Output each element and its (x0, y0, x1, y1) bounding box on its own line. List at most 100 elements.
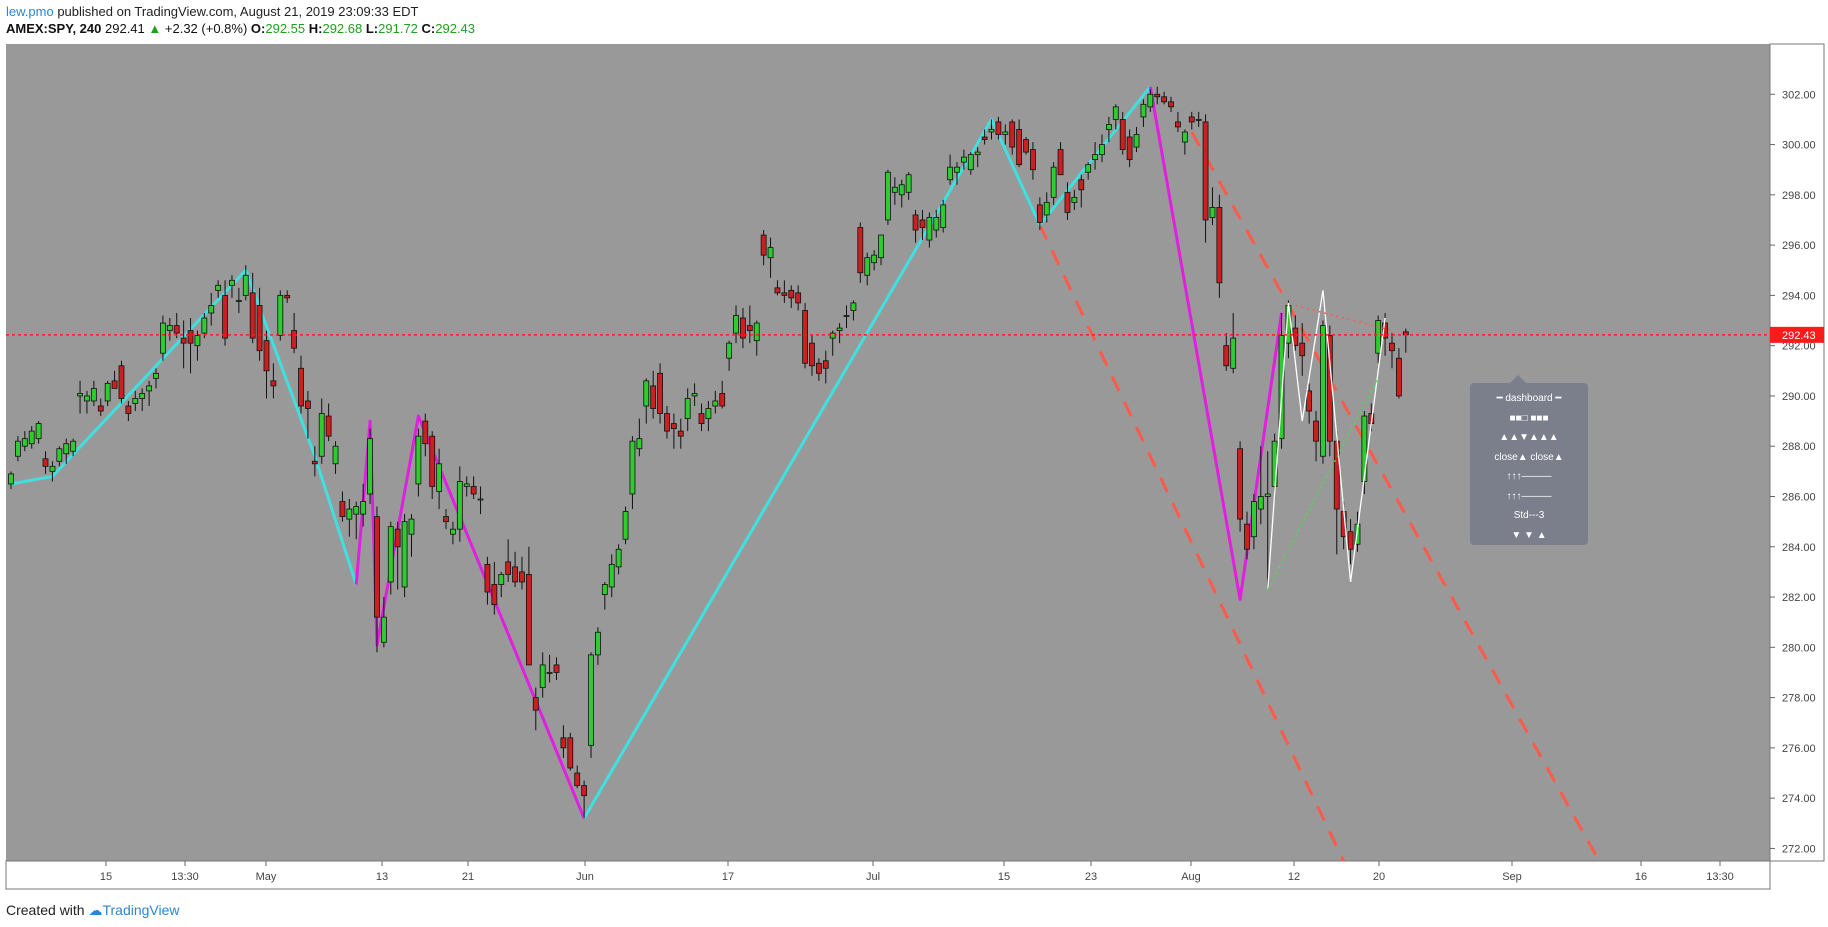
price-chart[interactable]: 302.00 300.00 298.00 296.00 294.00 292.00 290.… (0, 0, 1828, 900)
candle-down (981, 136, 988, 140)
time-tick-label: 15 (998, 871, 1010, 883)
candle-down (1382, 322, 1388, 339)
candle-up (885, 171, 891, 221)
dashboard-notch (1510, 375, 1526, 383)
time-tick-label: 13 (376, 871, 388, 883)
candle-up (360, 501, 367, 515)
candle-up (415, 435, 422, 485)
candle-down (1078, 179, 1085, 191)
candle-down (263, 340, 270, 372)
candle-up (608, 563, 615, 588)
candle-up (208, 305, 215, 314)
candle-up (215, 284, 222, 291)
candle-down (1036, 204, 1043, 223)
candle-up (1320, 325, 1326, 457)
dashboard-row: ↑↑↑——— (1506, 490, 1552, 502)
candle-up (629, 440, 636, 495)
candles-group (8, 86, 1409, 819)
published-text: published on TradingView.com, August 21,… (57, 4, 419, 19)
time-axis (5, 860, 1771, 890)
candle-down (1306, 390, 1313, 412)
candle-up (753, 322, 760, 342)
candle-up (436, 463, 443, 492)
candle-down (809, 342, 815, 367)
candle-down (173, 325, 180, 334)
candle-up (15, 440, 21, 457)
candle-up (1209, 206, 1216, 218)
candle-up (947, 166, 953, 181)
candle-down (470, 486, 477, 495)
tradingview-logo-icon[interactable]: ☁ (88, 902, 103, 918)
candle-up (277, 294, 284, 337)
time-tick-label: 17 (722, 871, 734, 883)
dashboard-row: ▲▲▼▲▲▲ (1499, 432, 1559, 443)
candle-down (284, 294, 291, 299)
candle-up (712, 400, 719, 407)
candle-down (484, 563, 491, 593)
price-tick-label: 272.00 (1782, 843, 1816, 855)
candle-up (926, 217, 933, 241)
candle-down (1175, 121, 1181, 128)
candle-up (332, 445, 339, 465)
candle-down (1396, 357, 1402, 397)
price-change: +2.32 (+0.8%) (164, 21, 248, 36)
candle-down (1168, 101, 1174, 108)
dashboard-row: ↑↑↑——— (1506, 471, 1552, 482)
close-label: C: (421, 21, 436, 36)
candle-down (857, 227, 864, 274)
candle-down (429, 435, 436, 487)
candle-up (595, 631, 601, 656)
high-label: H: (308, 21, 323, 36)
candle-up (104, 382, 111, 402)
candle-down (1202, 121, 1209, 221)
price-tick-label: 288.00 (1782, 441, 1816, 453)
candle-down (1023, 139, 1029, 153)
candle-up (726, 342, 733, 359)
price-tick-label: 294.00 (1782, 290, 1816, 302)
candle-down (1057, 149, 1064, 176)
candle-down (125, 405, 132, 414)
candle-down (1299, 342, 1306, 357)
candle-down (1126, 136, 1133, 161)
candle-down (822, 360, 829, 369)
candle-up (898, 184, 905, 196)
candle-down (249, 292, 256, 339)
candle-down (795, 292, 802, 304)
candle-down (443, 516, 449, 523)
candle-down (519, 571, 525, 583)
candle-up (1195, 119, 1202, 121)
candle-up (878, 234, 884, 259)
candle-down (1237, 448, 1243, 520)
candle-down (311, 460, 318, 465)
candle-up (546, 672, 553, 674)
tradingview-brand-link[interactable]: TradingView (102, 902, 180, 918)
candle-up (1112, 106, 1119, 120)
candle-down (815, 362, 822, 374)
candle-up (615, 548, 622, 568)
price-tick-label: 298.00 (1782, 190, 1816, 202)
author-link[interactable]: lew.pmo (6, 4, 54, 19)
candle-up (1092, 154, 1098, 161)
time-tick-label: 21 (462, 871, 474, 883)
candle-up (146, 385, 153, 392)
candle-up (933, 217, 940, 231)
candle-down (97, 405, 104, 412)
candle-up (498, 574, 505, 585)
symbol-label[interactable]: AMEX:SPY, 240 (6, 21, 102, 36)
candle-up (871, 254, 878, 264)
time-tick-label: Sep (1502, 871, 1522, 883)
candle-up (1181, 131, 1188, 143)
candle-up (967, 154, 974, 171)
zigzag-line-magenta (1148, 86, 1284, 602)
candle-down (111, 380, 118, 389)
price-tick-label: 276.00 (1782, 743, 1816, 755)
price-tick-label: 286.00 (1782, 491, 1816, 503)
candle-up (28, 430, 35, 445)
time-tick-label: 13:30 (1706, 871, 1734, 883)
candle-down (118, 365, 125, 399)
candle-up (463, 483, 470, 487)
open-label: O: (250, 21, 266, 36)
candle-up (1361, 415, 1368, 482)
candle-up (705, 408, 712, 419)
candle-down (394, 528, 401, 548)
